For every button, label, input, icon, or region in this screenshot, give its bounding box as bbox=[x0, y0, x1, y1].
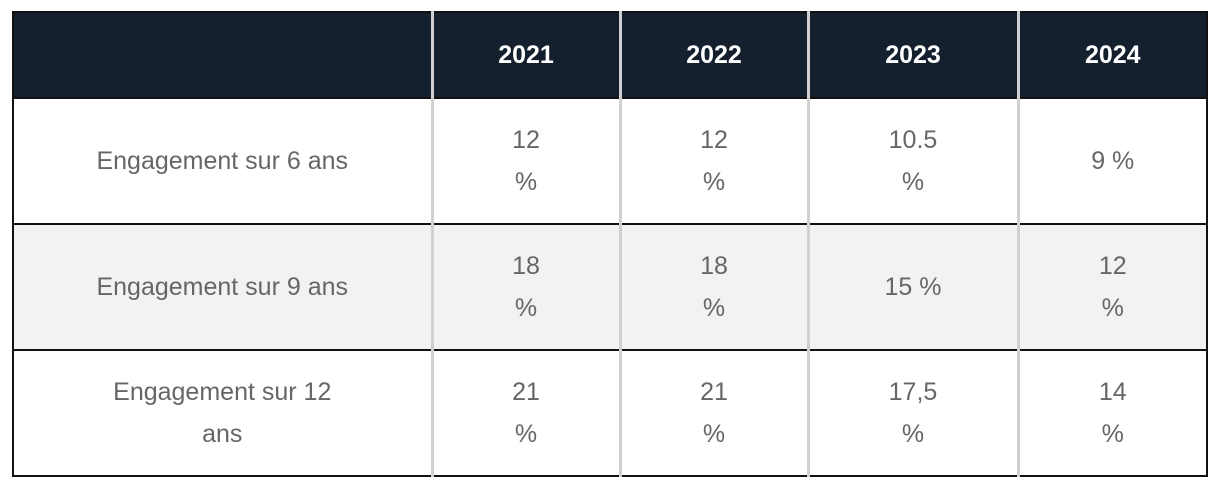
rate-cell-2022: 12 % bbox=[618, 97, 808, 224]
header-empty-cell bbox=[13, 12, 432, 99]
rate-value: 18 % bbox=[700, 252, 728, 322]
table-row: Engagement sur 6 ans 12 % 12 % 10.5 % 9 … bbox=[13, 97, 1207, 224]
engagement-rate-table: 2021 2022 2023 2024 Engagement sur 6 ans… bbox=[12, 11, 1208, 477]
rate-cell-2022: 21 % bbox=[618, 349, 808, 476]
header-year-2024: 2024 bbox=[1016, 12, 1207, 99]
rate-value: 12 % bbox=[700, 126, 728, 196]
rate-cell-2021: 12 % bbox=[430, 97, 620, 224]
table-row: Engagement sur 12 ans 21 % 21 % 17,5 % 1… bbox=[13, 349, 1207, 476]
rate-value: 17,5 % bbox=[888, 378, 938, 448]
rate-value: 14 % bbox=[1098, 378, 1127, 448]
rate-cell-2024: 9 % bbox=[1016, 97, 1207, 224]
rate-cell-2024: 14 % bbox=[1016, 349, 1207, 476]
rate-value: 18 % bbox=[512, 252, 540, 322]
rate-value: 9 % bbox=[1091, 147, 1135, 175]
rate-cell-2021: 21 % bbox=[430, 349, 620, 476]
row-label: Engagement sur 6 ans bbox=[13, 97, 432, 224]
rate-cell-2021: 18 % bbox=[430, 223, 620, 350]
rate-value: 12 % bbox=[1098, 252, 1127, 322]
header-year-2021: 2021 bbox=[430, 12, 620, 99]
rate-cell-2023: 15 % bbox=[806, 223, 1018, 350]
rate-cell-2024: 12 % bbox=[1016, 223, 1207, 350]
rate-value: 12 % bbox=[512, 126, 540, 196]
row-label: Engagement sur 12 ans bbox=[13, 349, 432, 476]
header-row: 2021 2022 2023 2024 bbox=[13, 12, 1207, 99]
rate-value: 21 % bbox=[700, 378, 728, 448]
rate-value: 10.5 % bbox=[888, 126, 938, 196]
header-year-2022: 2022 bbox=[618, 12, 808, 99]
table-body: Engagement sur 6 ans 12 % 12 % 10.5 % 9 … bbox=[13, 97, 1207, 476]
rate-value: 21 % bbox=[512, 378, 540, 448]
table-header: 2021 2022 2023 2024 bbox=[13, 12, 1207, 99]
rate-cell-2023: 10.5 % bbox=[806, 97, 1018, 224]
rate-cell-2022: 18 % bbox=[618, 223, 808, 350]
row-label: Engagement sur 9 ans bbox=[13, 223, 432, 350]
header-year-2023: 2023 bbox=[806, 12, 1018, 99]
table-row: Engagement sur 9 ans 18 % 18 % 15 % 12 % bbox=[13, 223, 1207, 350]
rate-value: 15 % bbox=[884, 273, 942, 301]
rate-cell-2023: 17,5 % bbox=[806, 349, 1018, 476]
